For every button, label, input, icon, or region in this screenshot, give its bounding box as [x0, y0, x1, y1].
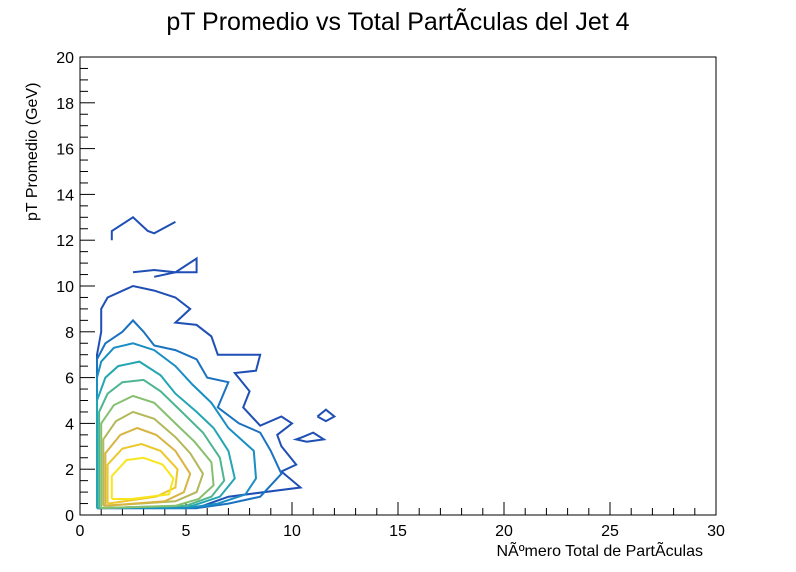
- contour-line-9: [98, 378, 226, 510]
- contour-line-13: [106, 442, 179, 505]
- x-tick-label: 10: [283, 523, 301, 540]
- chart-title: pT Promedio vs Total PartÃ­culas del Jet…: [166, 8, 630, 36]
- contour-line-14: [110, 456, 175, 500]
- plot-frame: [79, 56, 717, 516]
- y-tick-label: 6: [65, 371, 74, 388]
- x-axis-ticks: 0 5 10 15 20 25 30: [76, 502, 725, 540]
- y-tick-label: 10: [56, 279, 74, 296]
- y-axis-ticks: 0 2 4 6 8 10 12 14 16 18 20: [56, 50, 95, 525]
- contour-line-4: [292, 431, 327, 443]
- y-tick-label: 2: [65, 462, 74, 479]
- x-tick-label: 20: [495, 523, 513, 540]
- y-tick-label: 14: [56, 187, 74, 204]
- y-axis-title: pT Promedio (GeV): [24, 83, 41, 221]
- y-tick-label: 12: [56, 233, 74, 250]
- contour-line-1: [96, 284, 303, 510]
- x-tick-label: 0: [76, 523, 85, 540]
- y-tick-label: 20: [56, 50, 74, 67]
- contour-line-11: [102, 410, 205, 507]
- y-tick-label: 4: [65, 416, 74, 433]
- x-tick-label: 5: [182, 523, 191, 540]
- contour-line-10: [100, 394, 215, 510]
- y-tick-label: 16: [56, 142, 74, 159]
- x-tick-label: 25: [601, 523, 619, 540]
- contour-line-7: [96, 342, 258, 510]
- y-tick-label: 18: [56, 96, 74, 113]
- contour-line-5: [316, 408, 337, 423]
- contour-line-6: [96, 318, 283, 510]
- contour-line-12: [104, 426, 192, 507]
- x-tick-label: 15: [389, 523, 407, 540]
- y-tick-label: 0: [65, 508, 74, 525]
- contour-line-2: [110, 216, 176, 241]
- contour-lines: [96, 216, 337, 510]
- contour-line-3: [132, 256, 198, 278]
- y-tick-label: 8: [65, 325, 74, 342]
- x-axis-title: NÃºmero Total de PartÃ­culas: [496, 540, 703, 560]
- x-tick-label: 30: [707, 523, 725, 540]
- contour-line-8: [96, 360, 236, 510]
